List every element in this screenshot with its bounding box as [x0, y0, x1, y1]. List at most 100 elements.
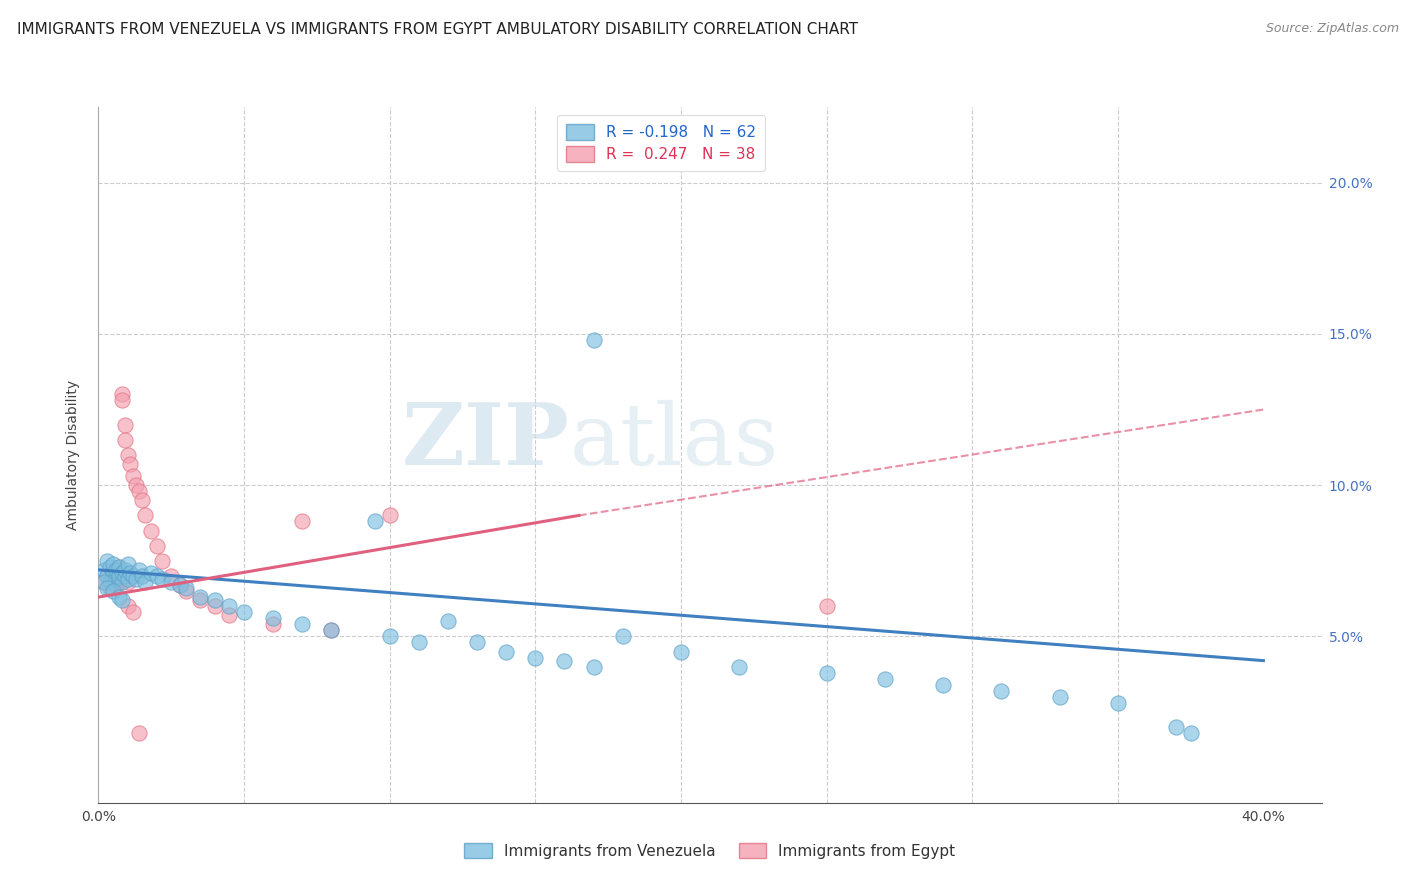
- Point: [218, 599, 240, 614]
- Point: [101, 563, 124, 577]
- Point: [101, 557, 124, 571]
- Point: [101, 584, 124, 599]
- Point: [465, 635, 488, 649]
- Point: [104, 563, 127, 577]
- Point: [96, 581, 118, 595]
- Point: [437, 615, 460, 629]
- Text: atlas: atlas: [569, 400, 779, 483]
- Point: [321, 624, 343, 638]
- Point: [114, 563, 136, 577]
- Point: [96, 569, 118, 583]
- Point: [98, 581, 121, 595]
- Point: [93, 563, 115, 577]
- Text: ZIP: ZIP: [402, 399, 569, 483]
- Point: [101, 572, 124, 586]
- Point: [152, 554, 174, 568]
- Point: [134, 508, 156, 523]
- Point: [612, 629, 634, 643]
- Point: [321, 624, 343, 638]
- Point: [122, 469, 145, 483]
- Point: [152, 572, 174, 586]
- Point: [108, 559, 131, 574]
- Point: [93, 574, 115, 589]
- Point: [111, 593, 134, 607]
- Point: [108, 574, 131, 589]
- Point: [1107, 696, 1129, 710]
- Point: [122, 569, 145, 583]
- Point: [108, 569, 131, 583]
- Text: IMMIGRANTS FROM VENEZUELA VS IMMIGRANTS FROM EGYPT AMBULATORY DISABILITY CORRELA: IMMIGRANTS FROM VENEZUELA VS IMMIGRANTS …: [17, 22, 858, 37]
- Point: [160, 569, 183, 583]
- Point: [131, 493, 153, 508]
- Legend: Immigrants from Venezuela, Immigrants from Egypt: Immigrants from Venezuela, Immigrants fr…: [458, 837, 962, 864]
- Point: [117, 599, 139, 614]
- Point: [139, 566, 162, 580]
- Point: [169, 578, 191, 592]
- Point: [1164, 720, 1187, 734]
- Point: [98, 574, 121, 589]
- Point: [174, 581, 197, 595]
- Point: [524, 650, 547, 665]
- Point: [932, 678, 955, 692]
- Point: [93, 574, 115, 589]
- Point: [117, 572, 139, 586]
- Point: [101, 566, 124, 580]
- Point: [364, 515, 387, 529]
- Point: [262, 611, 284, 625]
- Point: [291, 515, 314, 529]
- Point: [204, 599, 226, 614]
- Point: [1180, 726, 1202, 740]
- Point: [104, 572, 127, 586]
- Point: [188, 593, 212, 607]
- Point: [114, 417, 136, 432]
- Point: [131, 569, 153, 583]
- Point: [111, 566, 134, 580]
- Point: [553, 654, 575, 668]
- Point: [873, 672, 896, 686]
- Point: [408, 635, 430, 649]
- Point: [120, 566, 142, 580]
- Point: [174, 584, 197, 599]
- Point: [728, 659, 751, 673]
- Point: [378, 629, 401, 643]
- Point: [117, 557, 139, 571]
- Point: [104, 578, 127, 592]
- Point: [114, 433, 136, 447]
- Point: [134, 574, 156, 589]
- Point: [815, 665, 838, 680]
- Y-axis label: Ambulatory Disability: Ambulatory Disability: [66, 380, 80, 530]
- Point: [98, 559, 121, 574]
- Point: [291, 617, 314, 632]
- Point: [117, 574, 139, 589]
- Point: [145, 539, 167, 553]
- Point: [108, 590, 131, 604]
- Point: [128, 563, 150, 577]
- Point: [990, 684, 1012, 698]
- Point: [117, 448, 139, 462]
- Point: [204, 593, 226, 607]
- Point: [114, 569, 136, 583]
- Point: [378, 508, 401, 523]
- Point: [582, 333, 605, 347]
- Point: [188, 590, 212, 604]
- Point: [1049, 690, 1071, 704]
- Point: [128, 484, 150, 499]
- Point: [111, 574, 134, 589]
- Point: [160, 574, 183, 589]
- Point: [582, 659, 605, 673]
- Point: [495, 644, 517, 658]
- Point: [169, 578, 191, 592]
- Point: [128, 726, 150, 740]
- Point: [96, 554, 118, 568]
- Point: [111, 387, 134, 401]
- Point: [233, 605, 256, 619]
- Point: [815, 599, 838, 614]
- Point: [108, 559, 131, 574]
- Point: [111, 393, 134, 408]
- Text: Source: ZipAtlas.com: Source: ZipAtlas.com: [1265, 22, 1399, 36]
- Point: [125, 478, 148, 492]
- Point: [122, 605, 145, 619]
- Point: [669, 644, 692, 658]
- Point: [139, 524, 162, 538]
- Point: [262, 617, 284, 632]
